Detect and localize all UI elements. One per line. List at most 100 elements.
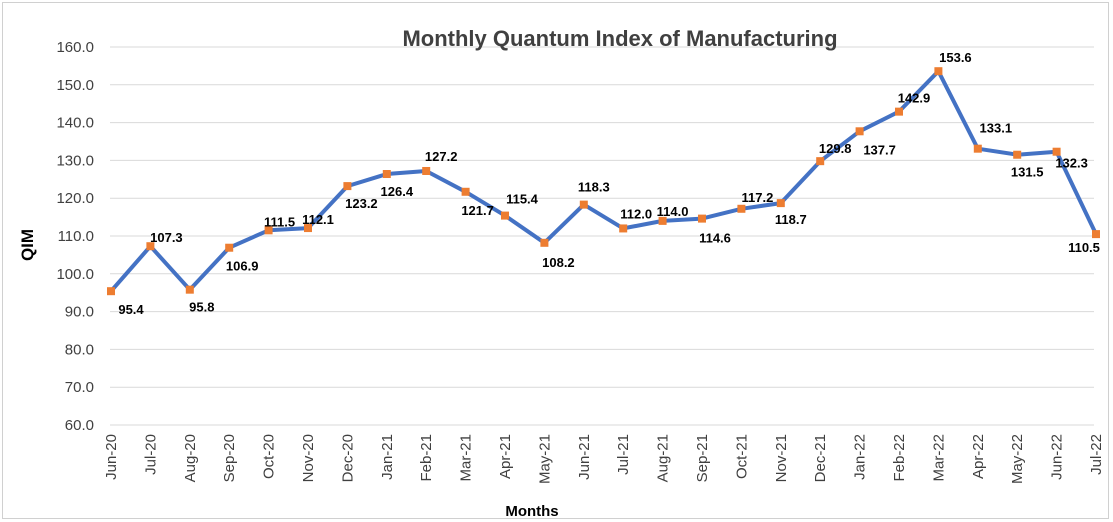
data-point — [776, 199, 785, 208]
x-tick-labels: Jun-20 Jul-20 Aug-20 Sep-20 Oct-20 Nov-20 Dec-… — [103, 434, 1105, 484]
markers-group — [107, 67, 1100, 296]
data-point — [422, 166, 431, 175]
x-tick-label: Oct-20 — [261, 434, 278, 479]
y-tick-label: 80.0 — [65, 341, 94, 358]
data-label: 131.5 — [1011, 165, 1044, 180]
x-tick-label: Sep-20 — [221, 434, 238, 482]
data-label: 107.3 — [150, 230, 183, 245]
data-label: 126.4 — [381, 184, 414, 199]
data-label: 114.6 — [699, 231, 731, 246]
data-label: 111.5 — [264, 214, 295, 229]
x-tick-label: Nov-20 — [300, 434, 317, 482]
x-tick-label: Apr-22 — [970, 434, 987, 479]
data-label: 118.7 — [775, 212, 807, 227]
data-label: 114.0 — [657, 204, 689, 219]
data-label: 133.1 — [980, 121, 1013, 136]
data-label: 132.3 — [1055, 156, 1088, 171]
x-tick-label: Dec-21 — [812, 434, 829, 482]
data-label: 112.1 — [302, 212, 334, 227]
x-tick-label: Jul-22 — [1088, 434, 1105, 475]
x-tick-label: Jul-20 — [142, 434, 159, 475]
data-point — [934, 67, 943, 76]
x-tick-label: Jun-20 — [103, 434, 120, 480]
data-point — [304, 224, 312, 233]
x-tick-label: Oct-21 — [733, 434, 750, 479]
x-tick-label: Feb-22 — [891, 434, 908, 482]
y-tick-label: 150.0 — [56, 77, 94, 94]
data-point — [658, 216, 667, 225]
x-tick-label: Aug-20 — [182, 434, 199, 482]
x-tick-label: Jul-21 — [615, 434, 632, 475]
x-tick-label: May-21 — [536, 434, 553, 484]
data-label: 137.7 — [863, 142, 896, 157]
data-point — [107, 287, 115, 296]
data-label: 108.2 — [542, 255, 575, 270]
data-point — [973, 144, 982, 153]
y-tick-label: 60.0 — [65, 417, 94, 434]
x-tick-label: Jun-21 — [576, 434, 593, 480]
x-tick-label: Feb-21 — [418, 434, 435, 482]
data-point — [146, 242, 155, 251]
series-line-group — [109, 69, 1098, 294]
data-point — [225, 243, 234, 252]
data-label: 153.6 — [939, 50, 972, 65]
data-point — [461, 187, 470, 196]
x-tick-label: Mar-22 — [930, 434, 947, 482]
data-label: 106.9 — [226, 259, 259, 274]
data-point — [1092, 230, 1100, 239]
data-label: 142.9 — [898, 91, 931, 106]
data-point — [698, 214, 706, 223]
x-tick-label: May-22 — [1009, 434, 1026, 484]
y-tick-label: 130.0 — [56, 152, 94, 169]
data-label: 112.0 — [620, 206, 652, 221]
x-tick-label: Jan-22 — [852, 434, 869, 480]
y-tick-label: 140.0 — [56, 115, 94, 132]
data-label: 95.4 — [118, 302, 144, 317]
data-point — [264, 226, 273, 235]
x-tick-label: Apr-21 — [497, 434, 514, 479]
x-tick-label: Aug-21 — [655, 434, 672, 482]
y-tick-label: 160.0 — [56, 39, 94, 56]
data-point — [579, 200, 588, 209]
chart-title: Monthly Quantum Index of Manufacturing — [402, 26, 837, 51]
x-tick-label: Dec-20 — [339, 434, 356, 482]
data-point — [1052, 147, 1061, 156]
x-tick-label: Sep-21 — [694, 434, 711, 482]
data-point — [382, 170, 391, 179]
data-point — [343, 182, 352, 191]
data-label: 127.2 — [425, 149, 458, 164]
data-label: 121.7 — [461, 203, 494, 218]
data-label: 110.5 — [1068, 240, 1100, 255]
y-tick-label: 120.0 — [56, 190, 94, 207]
x-tick-label: Mar-21 — [458, 434, 475, 482]
data-point — [540, 238, 549, 247]
y-tick-label: 90.0 — [65, 304, 94, 321]
data-label: 117.2 — [741, 190, 773, 205]
data-point — [1013, 150, 1022, 159]
x-tick-label: Jun-22 — [1049, 434, 1066, 480]
y-tick-label: 110.0 — [58, 228, 94, 245]
data-label: 123.2 — [345, 196, 378, 211]
data-point — [619, 224, 628, 233]
data-label: 118.3 — [578, 180, 610, 195]
x-axis-title: Months — [505, 503, 558, 520]
y-axis-title: QIM — [18, 229, 37, 261]
data-point — [816, 157, 825, 166]
data-point — [185, 285, 194, 294]
gridlines — [110, 46, 1094, 426]
series-line — [109, 69, 1098, 294]
y-tick-labels: 60.0 70.0 80.0 90.0 100.0 110.0 120.0 130.0 140.… — [56, 39, 94, 434]
data-label: 95.8 — [189, 300, 214, 315]
y-tick-label: 100.0 — [56, 266, 94, 283]
data-point — [895, 107, 903, 116]
data-point — [855, 127, 864, 136]
x-tick-label: Jan-21 — [379, 434, 396, 480]
data-point — [737, 204, 746, 213]
y-tick-label: 70.0 — [65, 379, 94, 396]
x-tick-label: Nov-21 — [773, 434, 790, 482]
data-label: 129.8 — [819, 141, 852, 156]
data-point — [501, 211, 509, 220]
data-label: 115.4 — [506, 192, 539, 207]
